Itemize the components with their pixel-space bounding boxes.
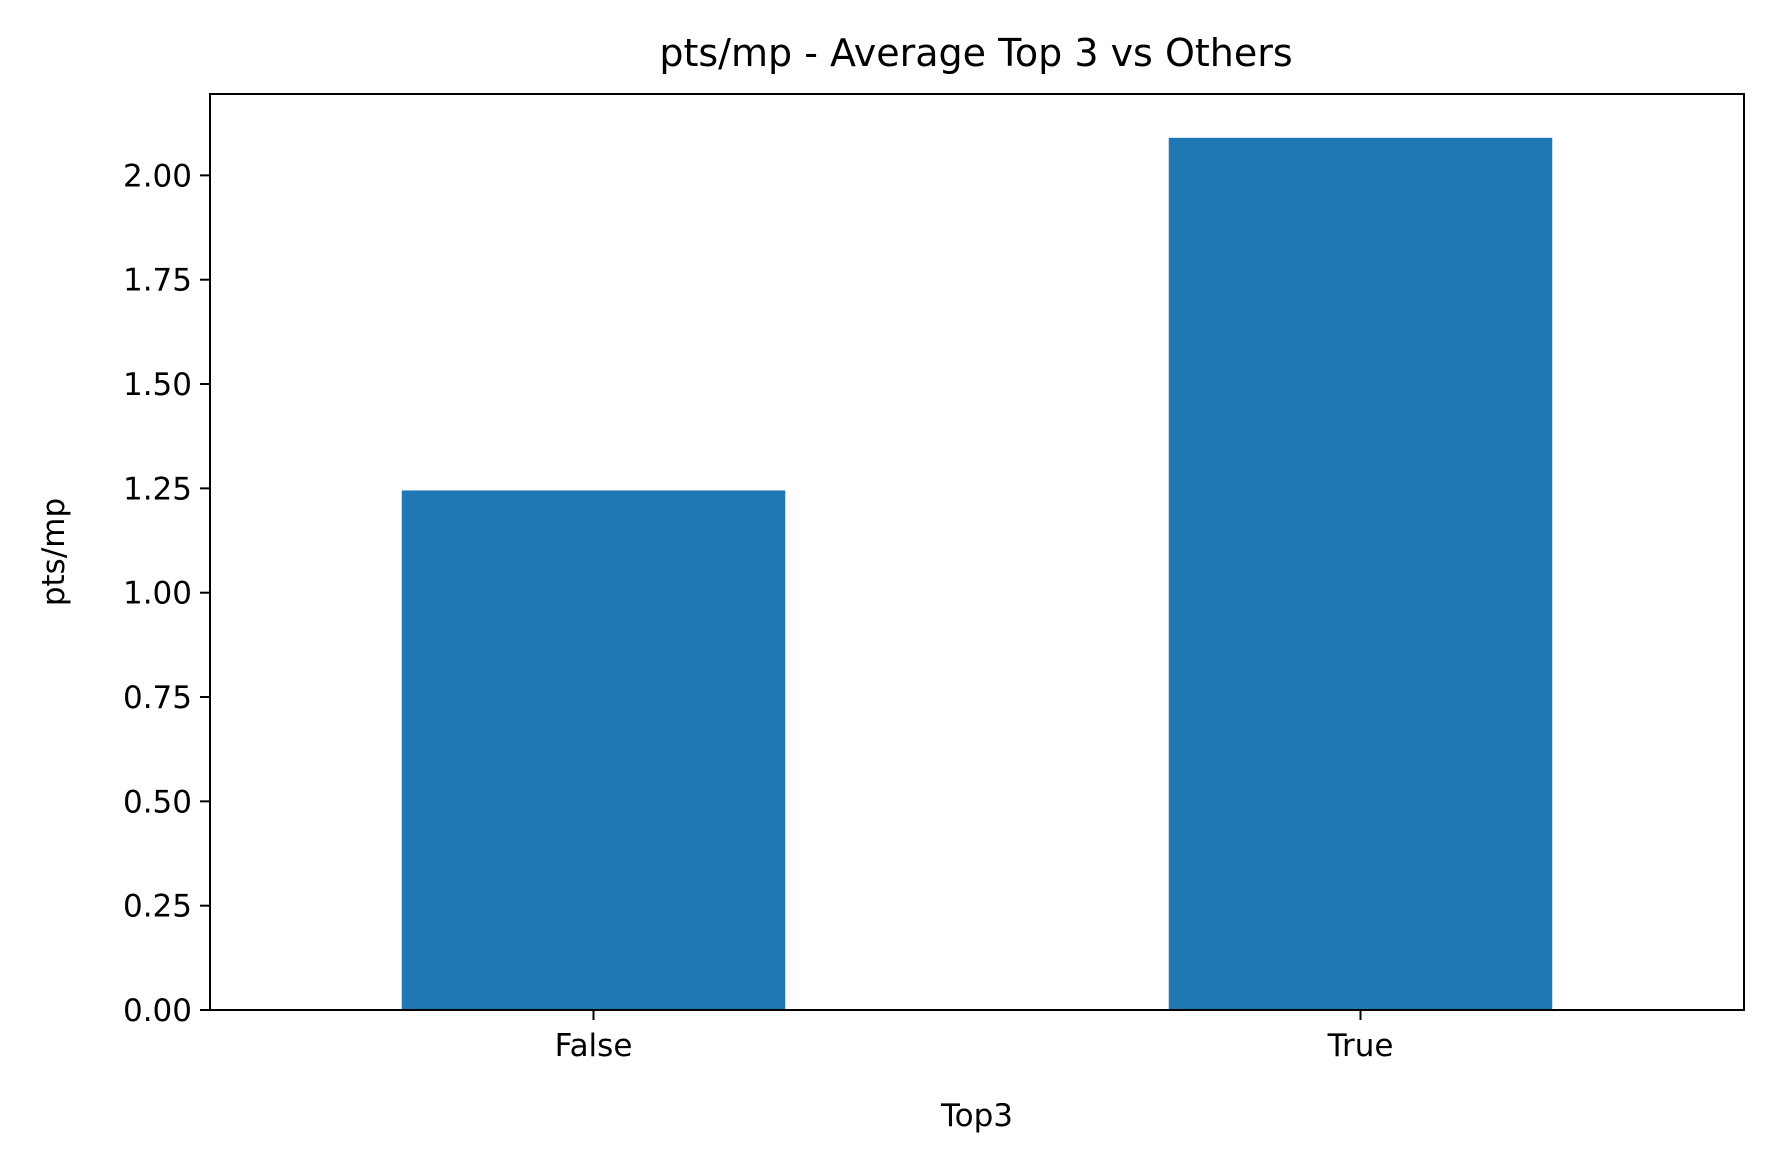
y-tick-label: 0.50 — [123, 784, 192, 820]
y-tick-label: 1.75 — [123, 263, 192, 299]
y-tick-label: 1.50 — [123, 367, 192, 403]
bars-group — [401, 137, 1553, 1011]
chart-title: pts/mp - Average Top 3 vs Others — [659, 31, 1292, 75]
y-axis-label: pts/mp — [36, 498, 72, 606]
x-axis-label: Top3 — [940, 1098, 1013, 1134]
x-tick-label: True — [1327, 1028, 1394, 1064]
y-tick-label: 2.00 — [123, 158, 192, 194]
plot-frame — [209, 93, 1745, 1011]
y-tick-label: 1.25 — [123, 471, 192, 507]
plot-area — [209, 93, 1745, 1011]
y-tick-label: 0.25 — [123, 889, 192, 925]
bar-false — [401, 490, 786, 1010]
bar-true — [1168, 137, 1553, 1011]
y-tick-label: 0.00 — [123, 993, 192, 1029]
y-tick-label: 1.00 — [123, 576, 192, 612]
x-axis: False True — [555, 1010, 1394, 1064]
x-tick-label: False — [555, 1028, 633, 1064]
y-axis: 0.00 0.25 0.50 0.75 1.00 1.25 1.50 1.75 2.00 — [123, 158, 210, 1029]
y-tick-label: 0.75 — [123, 680, 192, 716]
